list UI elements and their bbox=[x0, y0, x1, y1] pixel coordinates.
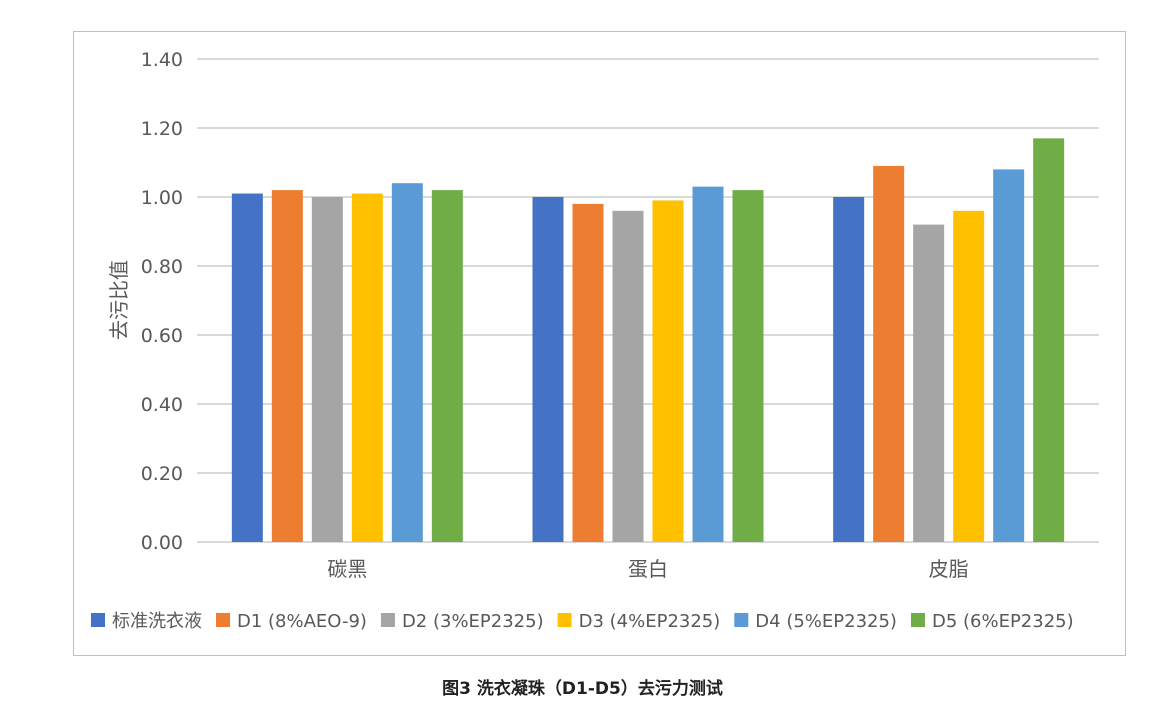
legend-label: D2 (3%EP2325) bbox=[402, 611, 544, 632]
legend-swatch bbox=[734, 613, 749, 627]
legend-label: D5 (6%EP2325) bbox=[932, 611, 1074, 632]
y-tick-label: 0.60 bbox=[141, 325, 183, 347]
legend-swatch bbox=[380, 613, 395, 627]
legend-swatch bbox=[216, 613, 230, 627]
bar bbox=[271, 190, 303, 542]
bar bbox=[612, 210, 644, 543]
y-tick-label: 1.20 bbox=[141, 118, 183, 140]
y-tick-label: 0.00 bbox=[141, 532, 183, 554]
bar bbox=[732, 190, 764, 542]
bar bbox=[431, 190, 463, 542]
bar bbox=[692, 186, 724, 542]
y-tick-label: 0.40 bbox=[141, 394, 183, 416]
bar bbox=[311, 197, 343, 542]
legend-label: D4 (5%EP2325) bbox=[755, 611, 897, 632]
bar bbox=[351, 193, 383, 543]
bar bbox=[873, 165, 905, 542]
bar bbox=[572, 203, 604, 542]
x-tick-label: 蛋白 bbox=[628, 557, 668, 581]
x-tick-label: 碳黑 bbox=[327, 557, 367, 581]
chart-frame bbox=[73, 31, 1126, 656]
y-tick-label: 1.00 bbox=[141, 187, 183, 209]
bar bbox=[391, 183, 423, 542]
y-axis-label: 去污比值 bbox=[107, 260, 131, 340]
y-tick-label: 1.40 bbox=[141, 49, 183, 71]
legend-label: 标准洗衣液 bbox=[112, 611, 202, 632]
y-tick-label: 0.80 bbox=[141, 256, 183, 278]
legend-label: D3 (4%EP2325) bbox=[579, 611, 721, 632]
bar bbox=[231, 193, 263, 543]
figure-caption: 图3 洗衣凝珠（D1-D5）去污力测试 bbox=[442, 679, 723, 699]
legend-swatch bbox=[910, 613, 925, 627]
y-tick-label: 0.20 bbox=[141, 463, 183, 485]
x-tick-label: 皮脂 bbox=[929, 557, 969, 581]
legend-swatch bbox=[91, 613, 105, 627]
bar bbox=[953, 210, 985, 543]
legend-swatch bbox=[557, 613, 572, 627]
legend-label: D1 (8%AEO-9) bbox=[237, 611, 367, 632]
bar bbox=[833, 197, 865, 542]
bar bbox=[652, 200, 684, 542]
bar bbox=[993, 169, 1025, 542]
bar bbox=[913, 224, 945, 542]
bar bbox=[532, 197, 564, 542]
bar bbox=[1033, 138, 1065, 542]
